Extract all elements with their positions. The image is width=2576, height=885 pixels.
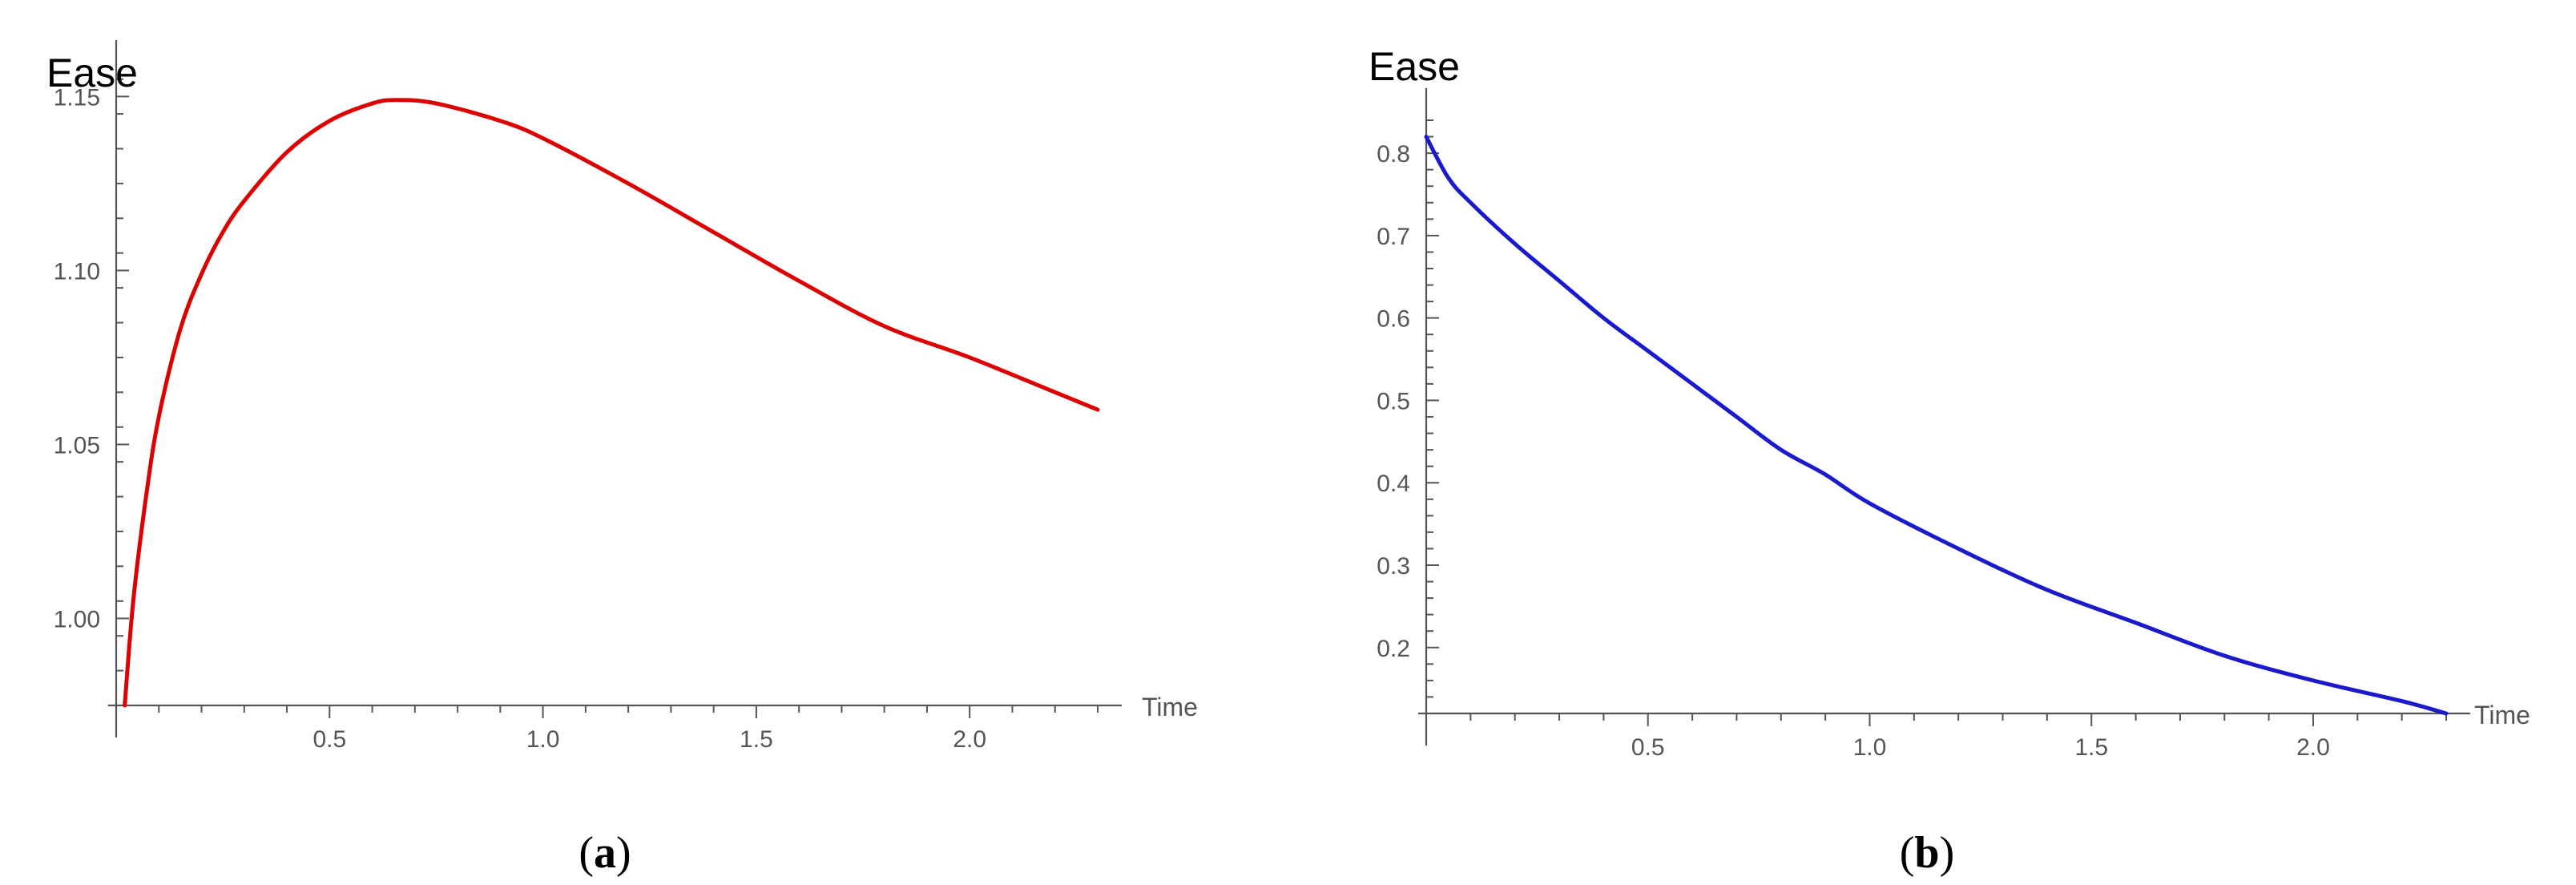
y-tick-label: 0.3 (1377, 553, 1410, 580)
y-tick-label: 0.4 (1377, 471, 1410, 497)
caption-close-paren: ) (616, 828, 631, 878)
panel-caption: (b) (1900, 828, 1954, 878)
x-tick-label: 1.5 (740, 726, 773, 753)
x-axis-title: Time (1142, 693, 1198, 721)
y-tick-label: 0.5 (1377, 388, 1410, 414)
x-tick-label: 1.5 (2074, 734, 2108, 761)
x-tick-label: 0.5 (1631, 734, 1665, 761)
series-line-0 (123, 98, 1100, 708)
y-axis-title: Ease (1369, 44, 1460, 89)
x-tick-label: 2.0 (953, 726, 986, 753)
caption-letter: a (594, 828, 616, 878)
x-axis-title: Time (2474, 701, 2530, 729)
x-tick-label: 1.0 (1853, 734, 1887, 761)
y-tick-label: 1.10 (54, 258, 100, 285)
caption-open-paren: ( (1900, 828, 1915, 878)
series-line-0 (1424, 135, 2449, 716)
caption-open-paren: ( (578, 828, 594, 878)
x-tick-label: 0.5 (312, 726, 346, 753)
y-tick-label: 0.7 (1377, 224, 1410, 250)
caption-letter: b (1914, 828, 1939, 878)
chart-b: 0.5 1.0 1.5 2.0 0.2 0.3 0.4 0.5 0.6 0.7 0.8 Ease Tim… (1369, 44, 2530, 878)
y-tick-label: 0.8 (1377, 141, 1410, 168)
x-tick-label: 2.0 (2296, 734, 2330, 761)
y-axis-title: Ease (46, 51, 138, 95)
y-tick-label: 1.15 (54, 84, 100, 111)
caption-close-paren: ) (1940, 828, 1955, 878)
y-tick-label: 0.2 (1377, 636, 1410, 662)
x-tick-label: 1.0 (526, 726, 560, 753)
panel-caption: (a) (578, 828, 631, 878)
y-tick-label: 1.05 (54, 432, 100, 459)
y-tick-label: 1.00 (54, 606, 100, 632)
y-tick-label: 0.6 (1377, 306, 1410, 333)
